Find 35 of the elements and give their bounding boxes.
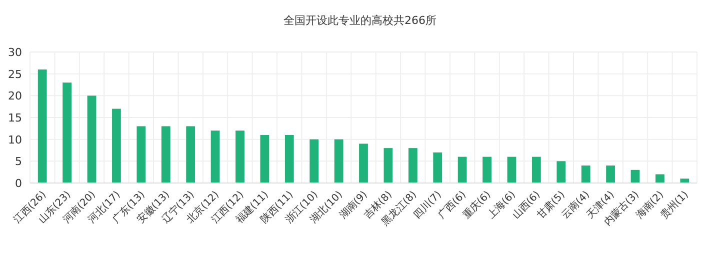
bar bbox=[38, 69, 47, 183]
bar bbox=[186, 126, 196, 183]
bar bbox=[656, 174, 664, 183]
bar bbox=[581, 166, 590, 183]
bar bbox=[458, 156, 467, 183]
bar bbox=[310, 139, 319, 183]
bar bbox=[284, 134, 294, 183]
bar bbox=[433, 152, 442, 183]
bar bbox=[161, 126, 170, 183]
bar bbox=[408, 148, 418, 183]
y-tick-label: 15 bbox=[8, 112, 22, 124]
bar bbox=[87, 96, 96, 183]
bar bbox=[680, 178, 690, 183]
y-tick-label: 25 bbox=[8, 68, 22, 81]
bar bbox=[556, 161, 566, 183]
bar bbox=[482, 156, 492, 183]
bar bbox=[260, 134, 270, 183]
y-tick-label: 5 bbox=[15, 155, 22, 168]
chart-title: 全国开设此专业的高校共266所 bbox=[284, 14, 436, 27]
bar bbox=[606, 166, 615, 183]
bar bbox=[236, 130, 244, 183]
y-tick-label: 10 bbox=[8, 133, 22, 146]
bar bbox=[507, 156, 516, 183]
bar bbox=[532, 156, 541, 183]
bar bbox=[210, 130, 220, 183]
bar bbox=[630, 170, 640, 183]
bar bbox=[62, 82, 72, 183]
bar bbox=[334, 139, 344, 183]
y-tick-label: 30 bbox=[8, 46, 22, 59]
bar bbox=[359, 144, 368, 183]
y-tick-label: 0 bbox=[15, 177, 22, 190]
bar bbox=[136, 126, 146, 183]
y-tick-label: 20 bbox=[8, 90, 22, 103]
bar bbox=[112, 108, 121, 183]
bar bbox=[384, 148, 393, 183]
